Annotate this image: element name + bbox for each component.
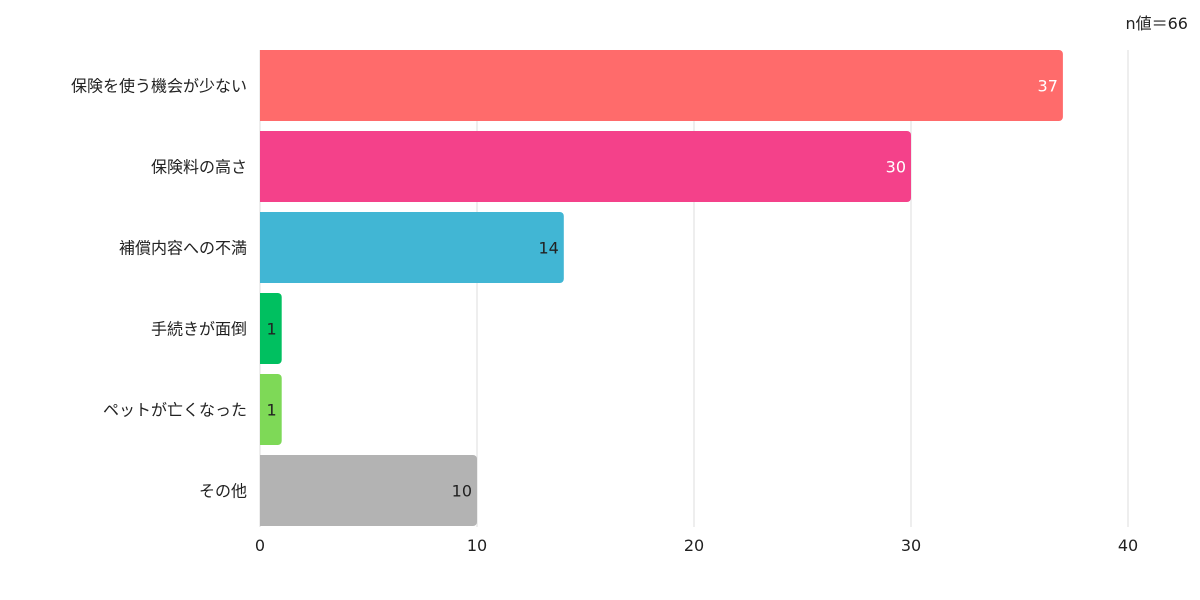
category-label-5: その他 xyxy=(199,482,247,501)
x-tick-label-20: 20 xyxy=(684,536,704,555)
bars xyxy=(260,50,1063,526)
bar-3 xyxy=(260,293,282,364)
value-label-5: 10 xyxy=(452,482,472,501)
x-tick-label-0: 0 xyxy=(255,536,265,555)
bar-1-edge xyxy=(260,131,264,202)
value-label-4: 1 xyxy=(267,401,277,420)
bar-5-edge xyxy=(260,455,264,526)
x-tick-label-40: 40 xyxy=(1118,536,1138,555)
bar-3-edge xyxy=(260,293,264,364)
category-label-0: 保険を使う機会が少ない xyxy=(71,77,247,96)
bar-0-edge xyxy=(260,50,264,121)
value-label-1: 30 xyxy=(886,158,906,177)
bar-2-edge xyxy=(260,212,264,283)
category-labels: 保険を使う機会が少ない保険料の高さ補償内容への不満手続きが面倒ペットが亡くなった… xyxy=(71,77,247,501)
value-label-0: 37 xyxy=(1038,77,1058,96)
category-label-1: 保険料の高さ xyxy=(151,158,247,177)
category-label-3: 手続きが面倒 xyxy=(151,320,247,339)
x-tick-label-30: 30 xyxy=(901,536,921,555)
value-label-2: 14 xyxy=(538,239,558,258)
x-tick-label-10: 10 xyxy=(467,536,487,555)
bar-0 xyxy=(260,50,1063,121)
bar-4 xyxy=(260,374,282,445)
grid-lines xyxy=(259,50,1129,527)
value-labels: 37 30 14 1 1 10 xyxy=(267,77,1058,501)
bar-2 xyxy=(260,212,564,283)
x-tick-labels: 0 10 20 30 40 xyxy=(255,536,1138,555)
category-label-2: 補償内容への不満 xyxy=(119,239,247,258)
category-label-4: ペットが亡くなった xyxy=(103,401,247,420)
bar-4-edge xyxy=(260,374,264,445)
bar-1 xyxy=(260,131,911,202)
sample-size-label: n値＝66 xyxy=(1125,14,1188,33)
value-label-3: 1 xyxy=(267,320,277,339)
bar-5 xyxy=(260,455,477,526)
